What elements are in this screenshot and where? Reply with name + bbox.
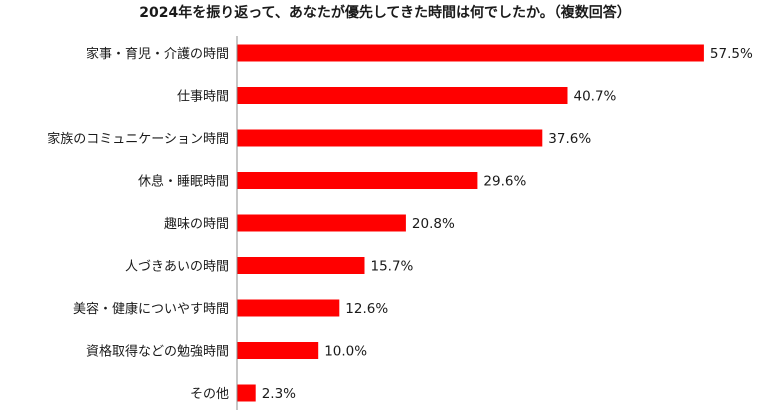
bar — [237, 342, 319, 359]
category-label: 家族のコミュニケーション時間 — [47, 131, 229, 147]
bar — [237, 172, 478, 189]
value-label: 20.8% — [412, 216, 455, 232]
bar — [237, 44, 704, 62]
category-label: 家事・育児・介護の時間 — [86, 46, 229, 62]
category-label: 資格取得などの勉強時間 — [86, 344, 229, 360]
value-label: 10.0% — [324, 344, 367, 360]
category-label: その他 — [190, 387, 229, 402]
category-label: 人づきあいの時間 — [125, 260, 229, 275]
value-label: 15.7% — [371, 259, 414, 275]
category-label: 趣味の時間 — [164, 217, 229, 232]
bar — [237, 129, 543, 147]
category-label: 仕事時間 — [177, 90, 229, 105]
value-label: 40.7% — [574, 89, 617, 105]
bar — [237, 87, 568, 104]
value-label: 57.5% — [710, 46, 753, 62]
chart-title: 2024年を振り返って、あなたが優先してきた時間は何でしたか。（複数回答） — [139, 5, 631, 21]
bar — [237, 257, 365, 274]
value-label: 12.6% — [345, 301, 388, 317]
bar — [237, 214, 406, 232]
value-label: 2.3% — [262, 386, 296, 402]
category-label: 美容・健康についやす時間 — [73, 301, 229, 317]
value-label: 29.6% — [483, 174, 526, 190]
value-label: 37.6% — [548, 131, 591, 147]
category-label: 休息・睡眠時間 — [138, 174, 229, 190]
bar — [237, 299, 340, 317]
bar — [237, 384, 256, 402]
